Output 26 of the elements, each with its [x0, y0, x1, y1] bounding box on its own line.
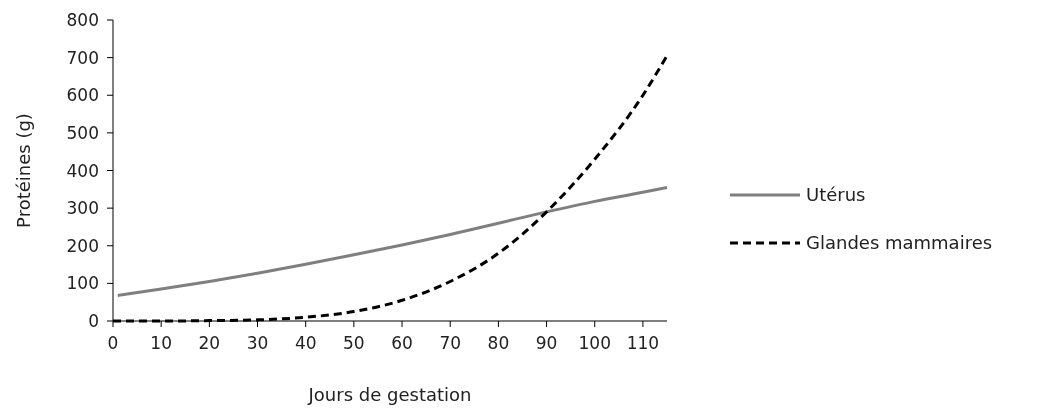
x-tick-label: 40 [294, 333, 317, 353]
x-tick-label: 10 [150, 333, 172, 353]
y-tick-label: 200 [66, 235, 99, 256]
x-tick-label: 0 [107, 333, 119, 353]
y-tick-label: 500 [66, 122, 99, 143]
x-tick-label: 100 [578, 333, 611, 353]
x-tick-label: 70 [439, 333, 462, 353]
y-tick-label: 100 [66, 273, 99, 294]
x-tick-label: 60 [391, 333, 413, 353]
y-tick-label: 300 [66, 198, 99, 219]
y-tick-label: 800 [66, 10, 99, 30]
x-tick-label: 110 [626, 333, 660, 353]
legend-label: Glandes mammaires [806, 232, 993, 253]
line-series [116, 185, 669, 297]
y-tick-label: 700 [66, 47, 99, 68]
x-tick-label: 30 [246, 333, 269, 353]
y-axis-title: Protéines (g) [13, 113, 34, 228]
x-axis-title: Jours de gestation [307, 384, 472, 405]
x-tick-label: 50 [343, 333, 365, 353]
y-tick-label: 0 [88, 311, 99, 331]
x-tick-label: 20 [198, 333, 221, 353]
y-tick-label: 600 [66, 85, 99, 106]
y-tick-label: 400 [66, 160, 99, 181]
legend-label: Utérus [806, 184, 866, 205]
x-tick-label: 90 [535, 333, 558, 353]
x-tick-label: 80 [487, 333, 510, 353]
